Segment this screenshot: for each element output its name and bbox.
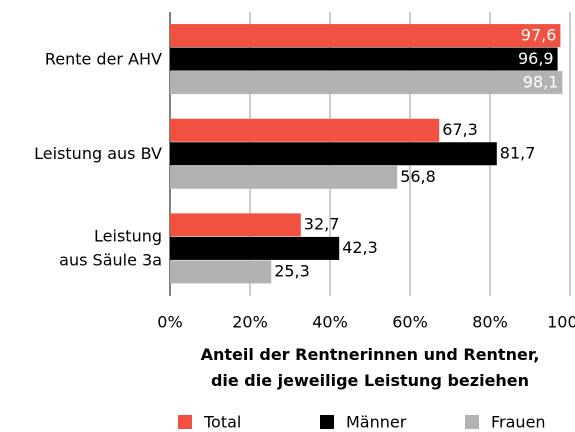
- data-label: 98,1: [523, 72, 559, 91]
- bar: [170, 213, 301, 237]
- bar: [170, 118, 440, 142]
- data-label: 56,8: [400, 167, 436, 186]
- data-label: 32,7: [304, 215, 340, 234]
- data-label: 42,3: [342, 238, 378, 257]
- y-tick-label: Leistung aus BV: [34, 144, 162, 163]
- data-label: 67,3: [442, 120, 478, 139]
- y-tick-label: Rente der AHV: [45, 49, 162, 68]
- x-axis-title: Anteil der Rentnerinnen und Rentner, die …: [201, 345, 540, 390]
- x-tick-label: 0%: [157, 313, 182, 332]
- data-label: 25,3: [274, 262, 310, 281]
- bar: [170, 165, 398, 189]
- legend-label: Frauen: [491, 413, 546, 432]
- bar: [170, 47, 558, 71]
- bar: [170, 260, 272, 284]
- bar: [170, 71, 563, 95]
- bar: [170, 236, 340, 260]
- legend-swatch: [178, 415, 192, 429]
- data-label: 97,6: [521, 25, 557, 44]
- x-tick-label: 40%: [312, 313, 348, 332]
- legend-swatch: [465, 415, 479, 429]
- legend-label: Total: [203, 413, 241, 432]
- data-label: 96,9: [518, 49, 554, 68]
- x-tick-label: 20%: [232, 313, 268, 332]
- legend-swatch: [320, 415, 334, 429]
- x-tick-label: 80%: [472, 313, 508, 332]
- bar: [170, 142, 497, 166]
- x-tick-label: 100%: [547, 313, 575, 332]
- y-tick-label: Leistung aus Säule 3a: [59, 226, 162, 269]
- bar: [170, 24, 561, 48]
- legend-label: Männer: [346, 413, 407, 432]
- data-label: 81,7: [500, 144, 536, 163]
- x-tick-label: 60%: [392, 313, 428, 332]
